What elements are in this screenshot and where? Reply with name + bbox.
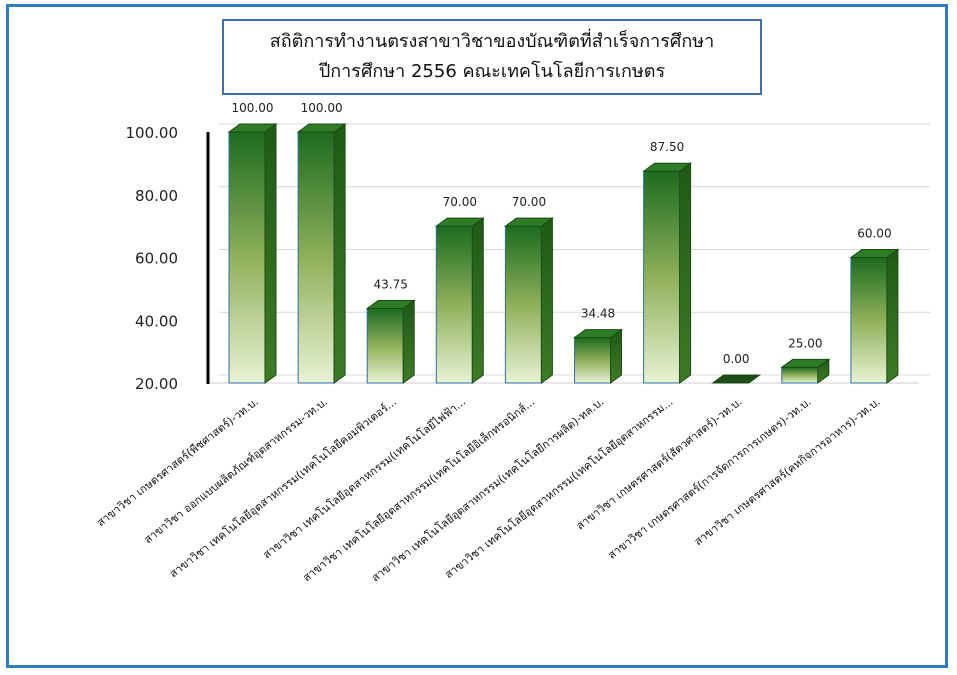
bar-value-label: 0.00 [723, 352, 750, 366]
bar-top [849, 249, 900, 258]
bar-value-label: 60.00 [857, 227, 891, 241]
bar [228, 131, 266, 384]
bar-top [780, 358, 831, 368]
bar [297, 131, 335, 384]
bar [643, 170, 681, 384]
bar-top [642, 162, 693, 172]
x-tick-label: สาขาวิชา เทคโนโลยีอุตสาหกรรม(เทคโนโลยีกา… [368, 394, 606, 584]
bar-side [333, 123, 346, 384]
bar-side [402, 299, 415, 384]
chart-frame: สถิติการทำงานตรงสาขาวิชาของบัณฑิตที่สำเร… [6, 4, 948, 668]
bar-top [711, 374, 762, 384]
bar-side [610, 328, 622, 384]
x-tick-label: สาขาวิชา เทคโนโลยีอุตสาหกรรม(เทคโนโลยีคอ… [167, 394, 400, 580]
chart-title: สถิติการทำงานตรงสาขาวิชาของบัณฑิตที่สำเร… [269, 31, 715, 52]
bar-top [503, 217, 554, 227]
bar [574, 337, 611, 384]
bar [850, 257, 888, 384]
bar [781, 366, 819, 384]
bar-value-label: 87.50 [650, 140, 684, 154]
bar-side [471, 217, 484, 384]
y-tick-label: 60.00 [135, 250, 178, 268]
bar [504, 225, 542, 384]
bar [435, 225, 473, 384]
chart-subtitle: ปีการศึกษา 2556 คณะเทคโนโลยีการเกษตร [318, 61, 666, 82]
bar-side [264, 123, 277, 384]
bar-value-label: 100.00 [232, 101, 274, 115]
bar-value-label: 34.48 [581, 307, 615, 321]
bar-value-label: 70.00 [443, 195, 477, 209]
bar-value-label: 70.00 [512, 195, 546, 209]
bar-value-label: 25.00 [788, 336, 822, 350]
bar-side [679, 162, 692, 384]
bar-top [227, 123, 278, 133]
x-tick-label: สาขาวิชา เทคโนโลยีอุตสาหกรรม(เทคโนโลยีอิ… [300, 394, 538, 584]
bar-value-label: 43.75 [374, 277, 408, 291]
bar-top [365, 299, 416, 309]
y-tick-label: 100.00 [126, 124, 179, 142]
y-tick-label: 20.00 [135, 375, 178, 393]
y-tick-label: 80.00 [135, 187, 178, 205]
bar-value-label: 100.00 [301, 101, 343, 115]
bar-top [572, 329, 624, 339]
y-tick-label: 40.00 [135, 312, 178, 330]
bar-side [540, 217, 553, 384]
chart-title-box: สถิติการทำงานตรงสาขาวิชาของบัณฑิตที่สำเร… [222, 19, 762, 95]
x-tick-label: สาขาวิชา เทคโนโลยีอุตสาหกรรม(เทคโนโลยีอุ… [442, 394, 676, 581]
bar-side [886, 248, 899, 384]
bar-top [296, 123, 347, 133]
bar [366, 307, 404, 384]
bar-top [434, 217, 485, 227]
